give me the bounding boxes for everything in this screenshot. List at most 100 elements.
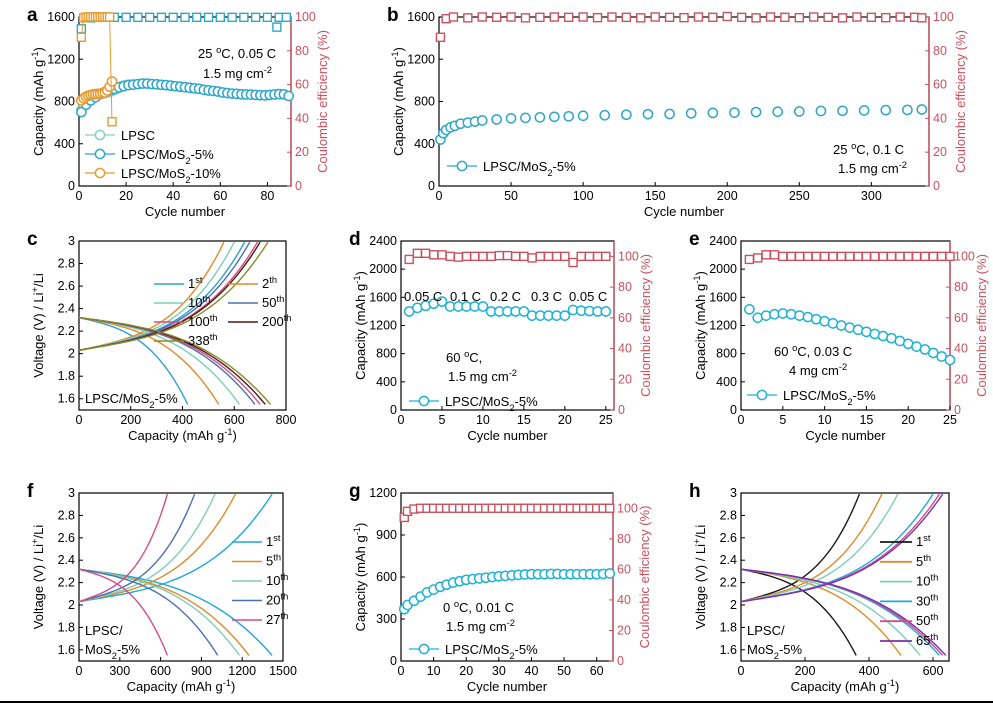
legend-label: 2th (262, 275, 277, 291)
rate-label: 0.3 C (531, 289, 562, 304)
ce-point (722, 11, 732, 22)
annotation: 1.5 mg cm-2 (448, 368, 517, 384)
ce-point (281, 12, 291, 23)
capacity-point (815, 105, 827, 117)
ce-point (601, 251, 611, 262)
ce-point (837, 13, 848, 23)
ce-point (227, 12, 237, 23)
ce-point (272, 22, 282, 32)
x-tick-label: 0 (76, 189, 83, 203)
x-tick-label: 0 (738, 413, 745, 427)
ce-point (551, 251, 562, 262)
charge-curve-1st (78, 493, 273, 603)
y2-tick-label: 100 (295, 10, 316, 24)
ce-point (753, 253, 763, 263)
y-tick-label: 3 (68, 486, 75, 500)
x-tick-label: 900 (191, 664, 212, 678)
ce-point (477, 12, 487, 22)
capacity-point (106, 76, 118, 87)
ce-point (239, 12, 249, 23)
y-tick-label: 1200 (709, 319, 737, 333)
panel-f: 0 300 600 900 1200 1500 1.6 1.8 2 2.2 2.4 2.6 2.8 3 Ca… (27, 481, 297, 694)
charge-curve-10th (740, 493, 899, 603)
ce-point (809, 12, 819, 22)
capacity-point (837, 105, 848, 117)
y2-tick-label: 60 (954, 311, 968, 325)
legend-marker (94, 167, 106, 179)
y-tick-label: 800 (716, 347, 737, 361)
y-tick-label: 1200 (369, 319, 397, 333)
y-tick-label: 400 (54, 137, 75, 151)
y-tick-label: 2 (68, 598, 75, 612)
capacity-point (559, 310, 571, 321)
ce-point (192, 12, 202, 23)
y2-tick-label: 100 (933, 10, 954, 24)
x-tick-label: 15 (517, 413, 531, 427)
annotation: 25 oC, 0.1 C (833, 141, 904, 157)
capacity-point (902, 104, 913, 116)
capacity-point (548, 111, 560, 123)
ce-point (76, 32, 87, 42)
capacity-point (707, 107, 719, 119)
y-tick-label: 1.6 (720, 643, 737, 657)
y2-tick-label: 20 (933, 145, 947, 159)
ce-point (761, 250, 771, 260)
legend-label: LPSC/MoS2-5% (445, 394, 538, 413)
x-tick-label: 200 (717, 189, 738, 203)
legend-label: 1st (188, 275, 203, 291)
ce-point (693, 12, 704, 22)
y-tick-label: 0 (68, 179, 75, 193)
y2-tick-label: 60 (617, 562, 631, 576)
y-axis-label: Capacity (mAh g-1) (692, 271, 708, 380)
x-tick-label: 0 (738, 664, 745, 678)
capacity-point (685, 107, 697, 119)
x-axis-label: Cycle number (644, 204, 725, 219)
ce-point (751, 13, 761, 23)
capacity-point (436, 296, 448, 307)
ce-point (861, 251, 872, 262)
panel-letter: h (689, 481, 701, 502)
ce-point (156, 12, 167, 23)
panel-d: 0 5 10 15 20 25 0 400 800 1200 1600 2000 2400 0 20 40 60… (349, 229, 653, 443)
y2-tick-label: 0 (295, 179, 302, 193)
x-axis-label: Capacity (mAh g-1) (127, 678, 236, 694)
ce-point (853, 251, 863, 262)
panel-letter: e (689, 229, 700, 250)
panel-letter: c (27, 229, 38, 250)
panel-letter: d (349, 229, 361, 250)
y-tick-label: 2.4 (58, 302, 75, 316)
ce-point (928, 251, 938, 262)
legend-label: 10th (266, 572, 288, 588)
x-tick-label: 50 (504, 189, 518, 203)
capacity-point (642, 108, 654, 120)
capacity-point (729, 107, 740, 118)
legend-label: LPSC/MoS2-5% (121, 147, 214, 166)
y-tick-label: 0 (390, 654, 397, 668)
y-axis-label: Voltage (V) / Li+/Li (30, 525, 46, 630)
panel-e: 0 5 10 15 20 25040080012001600200024000204060… (689, 229, 989, 443)
ce-point (461, 251, 472, 262)
y-tick-label: 1.8 (58, 620, 75, 634)
x-tick-label: 25 (599, 413, 613, 427)
ce-point (491, 12, 502, 23)
capacity-point (916, 104, 928, 115)
ce-point (486, 251, 496, 262)
legend-label: 27th (266, 611, 288, 627)
capacity-point (491, 114, 502, 125)
ce-point (520, 13, 531, 23)
ce-point (664, 12, 675, 23)
x-tick-label: 600 (923, 664, 944, 678)
capacity-point (283, 90, 294, 102)
x-tick-label: 0 (398, 664, 405, 678)
ce-point (104, 12, 115, 22)
y-tick-label: 800 (376, 347, 397, 361)
x-tick-label: 400 (172, 413, 193, 427)
y2-tick-label: 80 (954, 280, 968, 294)
ce-point (76, 24, 87, 34)
ce-point (911, 251, 922, 262)
annotation: 60 oC, 0.03 C (774, 343, 852, 359)
capacity-point (664, 108, 675, 120)
ce-point (636, 13, 646, 23)
capacity-point (534, 111, 546, 123)
ce-point (144, 12, 155, 23)
